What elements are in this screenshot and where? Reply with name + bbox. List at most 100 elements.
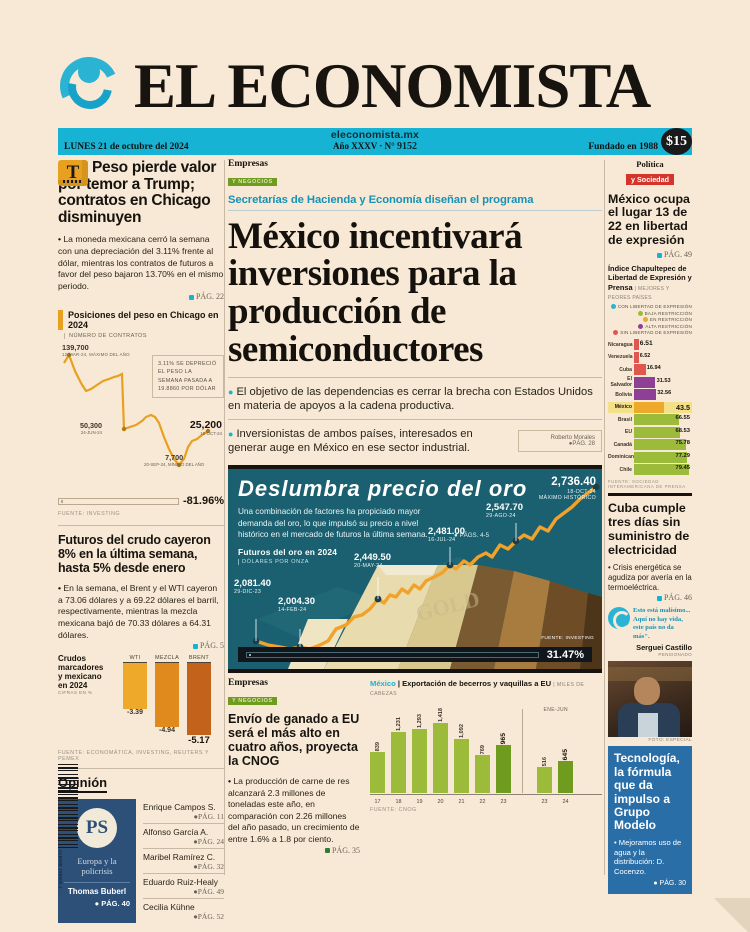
chapultepec-source: FUENTE: SOCIEDAD INTERAMERICANA DE PRENS… (608, 479, 686, 490)
list-item[interactable]: Enrique Campos S. ●PÁG. 11 (143, 799, 224, 825)
oil-chart-unit: CIFRAS EN % (58, 691, 93, 697)
cattle-chart-separator (522, 709, 523, 794)
table-row: Venezuela 6.52 (608, 351, 692, 363)
photo-credit: FOTO: ESPECIAL (648, 738, 692, 744)
gold-change-track (246, 651, 539, 658)
legend-item: BAJA RESTRICCIÓN (608, 310, 692, 316)
list-item[interactable]: Maribel Ramírez C. ●PÁG. 32 (143, 849, 224, 875)
website-url[interactable]: eleconomista.mx (330, 129, 420, 141)
cattle-bar-21 (454, 739, 469, 794)
cattle-axis-labels: 17 18 19 20 21 22 23 23 24 (374, 799, 569, 806)
cattle-source: FUENTE: CNOG (370, 807, 417, 814)
gold-point-6: 2,736.40 18-OCT-24 MÁXIMO HISTÓRICO (538, 476, 596, 501)
center-column: Empresas Y NEGOCIOS Secretarías de Hacie… (228, 159, 602, 855)
cattle-chart-title: México | Exportación de becerros y vaqui… (370, 679, 585, 698)
gold-chart-title: Futuros del oro en 2024 (238, 546, 338, 557)
gold-panel-artwork: GOLD (228, 469, 602, 670)
table-row: Brasil 66.55 (608, 414, 692, 426)
info-bar: eleconomista.mx LUNES 21 de octubre del … (58, 128, 692, 155)
legend-item: ALTA RESTRICCIÓN (608, 323, 692, 329)
masthead-title: EL ECONOMISTA (134, 50, 651, 121)
opinion-page: ●PÁG. 24 (193, 837, 224, 847)
gold-point-2: 2,004.30 14-FEB-24 (278, 596, 315, 613)
barcode: 7 509861 885870 (58, 764, 78, 889)
table-row: Canadá 75.78 (608, 439, 692, 451)
cattle-axis (370, 794, 602, 796)
main-bullet-2: Inversionistas de ambos países, interesa… (228, 420, 510, 461)
legend-swatch-icon (642, 317, 648, 323)
cattle-bar-22 (475, 755, 490, 794)
gold-copy: Una combinación de factores ha propiciad… (238, 507, 428, 539)
peso-point-1: 139,700 12-MAR-24, MÁXIMO DEL AÑO (62, 343, 130, 358)
opinion-author-name: Cecilia Kühne (143, 902, 195, 913)
opinion-page: ●PÁG. 11 (193, 812, 224, 822)
opinion-author-name: Eduardo Ruiz-Healy (143, 877, 218, 888)
legend-item: EN RESTRICCIÓN (608, 317, 692, 323)
byline-box: Roberto Morales ●PÁG. 28 (518, 430, 602, 453)
featured-opinion-title: Europa y la policrisis (77, 856, 117, 877)
peso-page-ref: PÁG. 22 (58, 292, 224, 301)
cuba-page-ref: PÁG. 46 (608, 593, 692, 602)
list-item[interactable]: Cecilia Kühne ●PÁG. 52 (143, 899, 224, 923)
cuba-photo (608, 661, 692, 738)
gold-title: Deslumbra precio del oro (238, 476, 528, 502)
opinion-author-name: Maribel Ramírez C. (143, 852, 216, 863)
legend-swatch-icon (637, 310, 643, 316)
table-row: Nicaragua 6.51 (608, 339, 692, 351)
cattle-bar-17 (370, 752, 385, 794)
list-item[interactable]: Alfonso García A. ●PÁG. 24 (143, 824, 224, 850)
oil-headline: Futuros del crudo cayeron 8% en la últim… (58, 533, 211, 576)
right-kicker-line2: y Sociedad (626, 173, 674, 185)
right-thick-rule (608, 493, 692, 497)
oil-bar-wti (123, 663, 147, 710)
center-deck: Secretarías de Hacienda y Economía diseñ… (228, 194, 602, 211)
swirl-logo-icon (51, 48, 127, 124)
chapultepec-chart-title: Índice Chapultepec de Libertad de Expres… (608, 264, 692, 301)
peso-line-chart: 139,700 12-MAR-24, MÁXIMO DEL AÑO 50,300… (58, 341, 224, 491)
legend-swatch-icon (638, 323, 644, 329)
page-dot-icon (656, 252, 662, 258)
issue-number: 9152 (396, 141, 417, 152)
modelo-card[interactable]: Tecnología, la fórmula que da impulso a … (608, 746, 692, 894)
opinion-author-name: Alfonso García A. (143, 827, 209, 838)
publication-date: LUNES 21 de octubre del 2024 (64, 142, 189, 152)
main-headline[interactable]: México incentivará inversiones para la p… (228, 215, 523, 370)
peso-change-bar: -81.96% (58, 495, 224, 507)
table-row: EU 68.53 (608, 426, 692, 438)
gold-header: Deslumbra precio del oro Una combinación… (238, 476, 592, 565)
table-row-mexico: México 43.5 (608, 401, 692, 413)
cuba-quote-role: PENSIONADO (658, 652, 692, 658)
trump-badge-icon: T (58, 160, 88, 186)
list-item[interactable]: Eduardo Ruiz-Healy ●PÁG. 49 (143, 874, 224, 900)
opinion-list: Enrique Campos S. ●PÁG. 11 Alfonso Garcí… (143, 799, 224, 923)
expression-headline[interactable]: México ocupa el lugar 13 de 22 en libert… (608, 191, 690, 248)
peso-headline: Peso pierde valor por temor a Trump; con… (58, 159, 217, 226)
left-divider-1 (58, 525, 224, 527)
opinion-section: PS Europa y la policrisis Thomas Buberl … (58, 799, 224, 924)
page-dot-icon (656, 595, 662, 601)
center-thick-rule (228, 465, 602, 470)
gold-chart-unit: DÓLARES POR ONZA (238, 558, 592, 565)
cattle-bar-23 (496, 745, 511, 794)
cattle-kicker: Empresas (228, 678, 268, 689)
cattle-bars: 839 1,231 1,293 1,418 1,092 769 965 516 … (370, 708, 602, 794)
issue-info: Año XXXV · N° 9152 (58, 141, 692, 152)
oil-bar-labels: WTI MEZCLA BRENT (110, 655, 224, 664)
cattle-headline[interactable]: Envío de ganado a EU será el más alto en… (228, 711, 360, 768)
left-column: T Peso pierde valor por temor a Trump; c… (58, 159, 224, 924)
peso-chart-title: Posiciones del peso en Chicago en 2024 (58, 310, 224, 331)
oil-bullet: En la semana, el Brent y el WTI cayeron … (58, 583, 224, 641)
cattle-annotation: ENE-JUN (543, 707, 568, 714)
cover-price: $15 (661, 128, 692, 155)
cattle-bar-chart: México | Exportación de becerros y vaqui… (370, 679, 602, 854)
column-divider-left (224, 160, 225, 875)
gold-point-1: 2,081.40 29-DIC-23 (234, 578, 271, 595)
right-kicker-line1: Política (636, 159, 664, 169)
center-thick-rule-2 (228, 669, 602, 674)
cattle-bullet: La producción de carne de res alcanzará … (228, 776, 360, 846)
cuba-headline[interactable]: Cuba cumple tres días sin suministro de … (608, 501, 690, 557)
opinion-author-name: Enrique Campos S. (143, 802, 216, 813)
project-syndicate-logo-icon: PS (77, 808, 117, 849)
issue-year: Año XXXV · N° (333, 141, 395, 151)
cattle-bar-24 (558, 761, 573, 794)
